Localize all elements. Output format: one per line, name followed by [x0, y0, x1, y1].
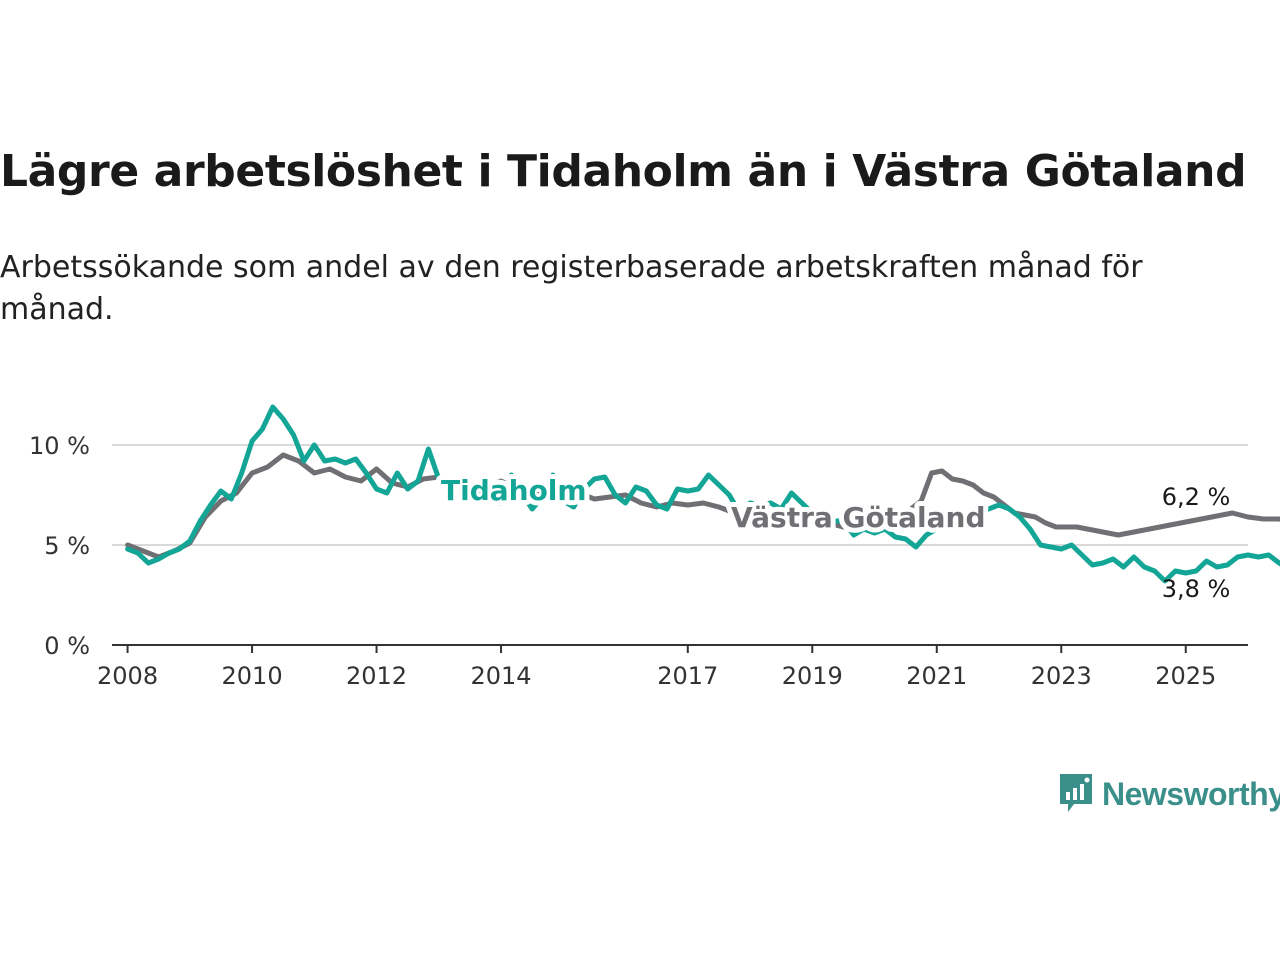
series-labels: Tidaholm Västra Götaland 6,2 % 3,8 %: [436, 469, 1231, 603]
x-tick-label: 2017: [657, 662, 718, 690]
series-label-tidaholm: Tidaholm: [441, 474, 587, 507]
brand-name: Newsworthy: [1102, 775, 1280, 812]
y-tick-label: 10 %: [29, 432, 90, 460]
series-line-v-stra-g-taland: [125, 452, 1280, 560]
series-line-tidaholm: [125, 404, 1280, 584]
x-tick-label: 2012: [346, 662, 407, 690]
x-axis-ticks: 2008 2010 2012 2014 2017 2019 2021 2023 2025: [97, 645, 1216, 690]
x-tick-label: 2008: [97, 662, 158, 690]
x-tick-label: 2023: [1031, 662, 1092, 690]
line-chart: 0 %5 %10 % 2008 2010 2012 2014 2017 2019 2021 2…: [29, 404, 1280, 690]
x-tick-label: 2025: [1155, 662, 1216, 690]
series-label-vastra-gotaland: Västra Götaland: [731, 501, 986, 534]
grid-lines: [112, 444, 1248, 546]
end-value-vastra-gotaland: 6,2 %: [1162, 483, 1231, 511]
brand-logo: Newsworthy: [1058, 772, 1280, 816]
end-value-tidaholm: 3,8 %: [1162, 575, 1231, 603]
x-tick-label: 2014: [471, 662, 532, 690]
newsworthy-logo-icon: [1060, 774, 1092, 812]
chart-subtitle: Arbetssökande som andel av den registerb…: [0, 250, 1143, 327]
x-tick-label: 2010: [222, 662, 283, 690]
y-tick-label: 5 %: [44, 532, 90, 560]
x-tick-label: 2021: [906, 662, 967, 690]
y-tick-label: 0 %: [44, 632, 90, 660]
x-tick-label: 2019: [782, 662, 843, 690]
series-lines: [125, 404, 1280, 584]
chart-title: Lägre arbetslöshet i Tidaholm än i Västr…: [0, 146, 1247, 197]
y-axis-ticks: 0 % 5 % 10 %: [29, 432, 90, 660]
